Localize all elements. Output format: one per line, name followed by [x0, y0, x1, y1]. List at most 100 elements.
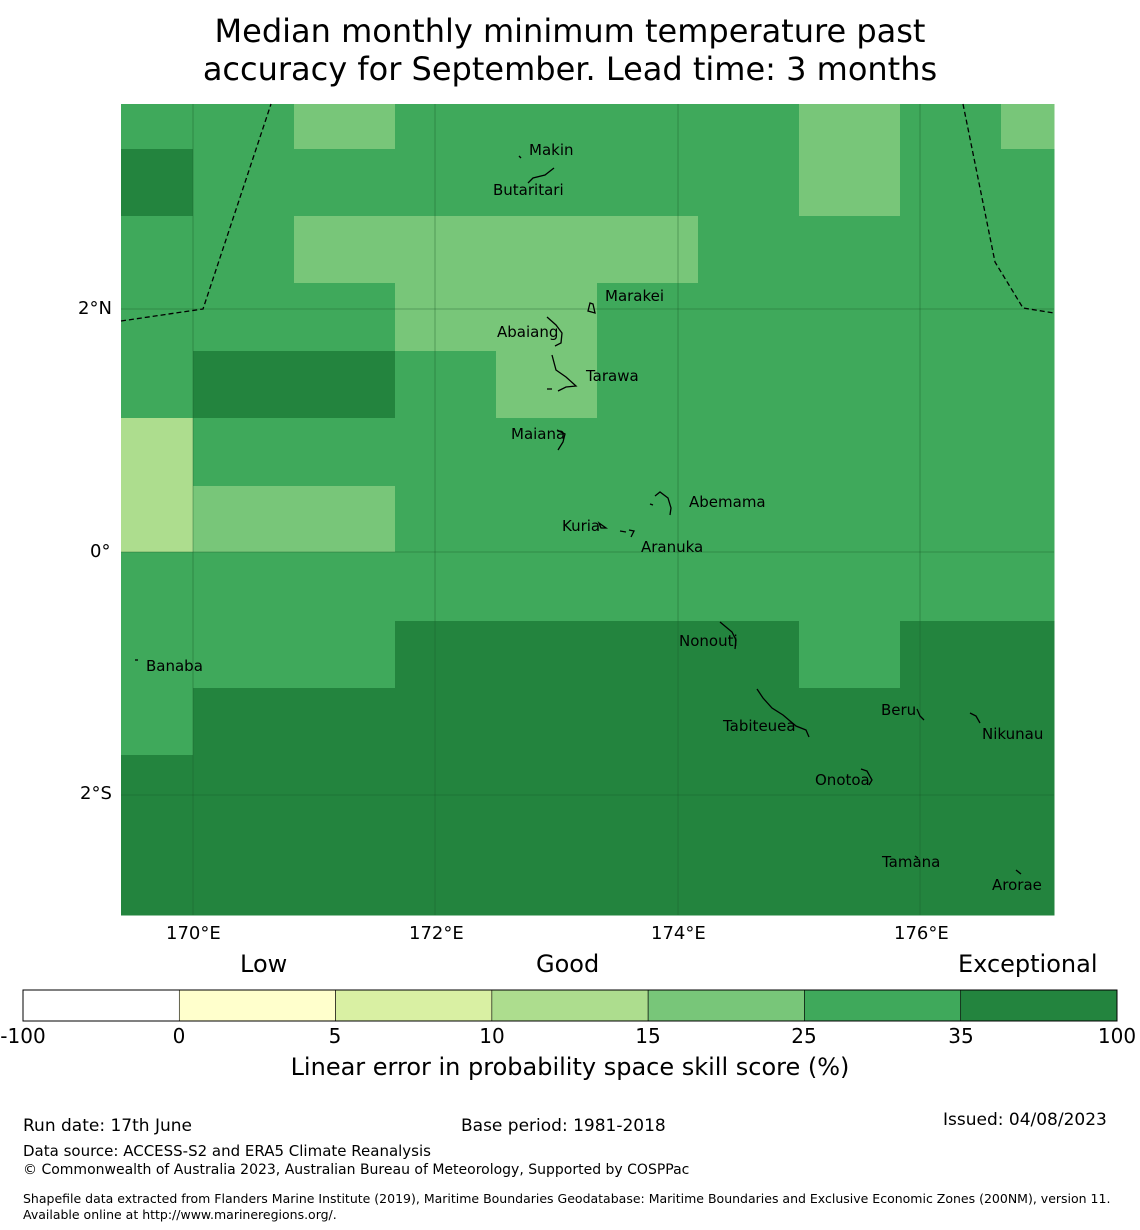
lon-label-174e: 174°E	[651, 923, 706, 944]
colorbar-segment	[178, 989, 336, 1022]
colorbar-segment	[960, 989, 1118, 1022]
grid-cell	[496, 486, 598, 553]
grid-cell	[294, 104, 396, 150]
grid-cell	[799, 755, 901, 823]
lon-label-172e: 172°E	[409, 923, 464, 944]
eez-boundaries	[120, 103, 1055, 322]
grid-cell	[597, 351, 699, 419]
grid-cell	[1001, 216, 1055, 284]
grid-cell	[395, 486, 497, 553]
grid-cell	[597, 486, 699, 553]
grid-cell	[799, 104, 901, 150]
grid-cell	[395, 351, 497, 419]
grid-cell	[496, 351, 598, 419]
place-label-abemama: Abemama	[689, 493, 766, 511]
grid-cell	[395, 621, 497, 689]
base-period: Base period: 1981-2018	[461, 1116, 666, 1136]
eez-boundary-west	[120, 103, 272, 322]
grid-cell	[1001, 351, 1055, 419]
run-date: Run date: 17th June	[23, 1116, 192, 1136]
island-tarawa-outline	[547, 354, 578, 392]
place-label-tarawa: Tarawa	[586, 367, 639, 385]
place-label-marakei: Marakei	[605, 287, 665, 305]
grid-cell	[496, 755, 598, 823]
grid-cell	[799, 552, 901, 622]
grid-cell	[294, 351, 396, 419]
grid-cell	[1001, 552, 1055, 622]
grid-cell	[496, 552, 598, 622]
colorbar-tick: 10	[479, 1024, 505, 1048]
colorbar-segment	[804, 989, 962, 1022]
grid-cell	[121, 104, 194, 150]
grid-cell	[121, 755, 194, 823]
grid-cell	[1001, 621, 1055, 689]
grid-cell	[395, 418, 497, 487]
place-label-butaritari: Butaritari	[493, 181, 564, 199]
grid-cell	[294, 418, 396, 487]
grid-cell	[597, 552, 699, 622]
island-tabiteuea-outline	[756, 688, 810, 738]
grid-cell	[294, 822, 396, 916]
grid-cell	[597, 418, 699, 487]
lon-label-176e: 176°E	[894, 923, 949, 944]
island-arorae-outline	[1015, 869, 1022, 875]
grid-cell	[193, 418, 295, 487]
grid-cell	[799, 822, 901, 916]
grid-cell	[900, 351, 1002, 419]
lat-label-2n: 2°N	[78, 298, 112, 319]
issued-date: Issued: 04/08/2023	[943, 1110, 1107, 1130]
colorbar-tick: 25	[791, 1024, 817, 1048]
island-butaritari-outline	[527, 167, 555, 184]
island-makin-outline	[518, 155, 522, 159]
grid-cell	[698, 283, 800, 352]
grid-cell	[698, 216, 800, 284]
place-label-aranuka: Aranuka	[641, 538, 704, 556]
colorbar-label: Linear error in probability space skill …	[290, 1053, 850, 1081]
grid-cell	[1001, 688, 1055, 756]
place-label-kuria: Kuria	[562, 517, 601, 535]
place-label-makin: Makin	[529, 141, 574, 159]
grid-cell	[294, 149, 396, 217]
colorbar-segment	[335, 989, 493, 1022]
grid-cell	[121, 351, 194, 419]
island-marakei-outline	[587, 302, 596, 314]
grid-cell	[597, 283, 699, 352]
colorbar-tick: -100	[0, 1024, 46, 1048]
grid-cell	[900, 149, 1002, 217]
island-abemama-outline	[649, 491, 672, 516]
colorbar-segment	[647, 989, 805, 1022]
grid-cell	[698, 822, 800, 916]
grid-cell	[193, 149, 295, 217]
grid-cell	[698, 104, 800, 150]
place-label-banaba: Banaba	[146, 657, 203, 675]
data-source: Data source: ACCESS-S2 and ERA5 Climate …	[23, 1142, 431, 1160]
grid-cell	[900, 283, 1002, 352]
grid-cell	[193, 552, 295, 622]
grid-cell	[1001, 283, 1055, 352]
grid-cell	[121, 216, 194, 284]
grid-cell	[294, 216, 396, 284]
island-abaiang-outline	[546, 316, 563, 347]
colorbar-tick: 100	[1097, 1024, 1137, 1048]
grid-cell	[597, 688, 699, 756]
grid-cell	[799, 351, 901, 419]
grid-cell	[395, 755, 497, 823]
grid-cell	[698, 351, 800, 419]
grid-cell	[193, 755, 295, 823]
island-nonouti-outline	[719, 621, 737, 650]
colorbar-tick: 5	[328, 1024, 342, 1048]
chart-title-line-1: Median monthly minimum temperature past	[214, 12, 926, 50]
eez-boundary-east	[962, 103, 1055, 314]
grid-cell	[121, 822, 194, 916]
grid-cell	[698, 552, 800, 622]
grid-cell	[900, 552, 1002, 622]
grid-cell	[597, 822, 699, 916]
place-label-nonouti: Nonouti	[679, 632, 738, 650]
colorbar-category-good: Good	[536, 950, 600, 978]
grid-cell	[799, 418, 901, 487]
grid-cell	[597, 104, 699, 150]
grid-cell	[496, 149, 598, 217]
grid-cell	[294, 486, 396, 553]
grid-cell	[496, 621, 598, 689]
